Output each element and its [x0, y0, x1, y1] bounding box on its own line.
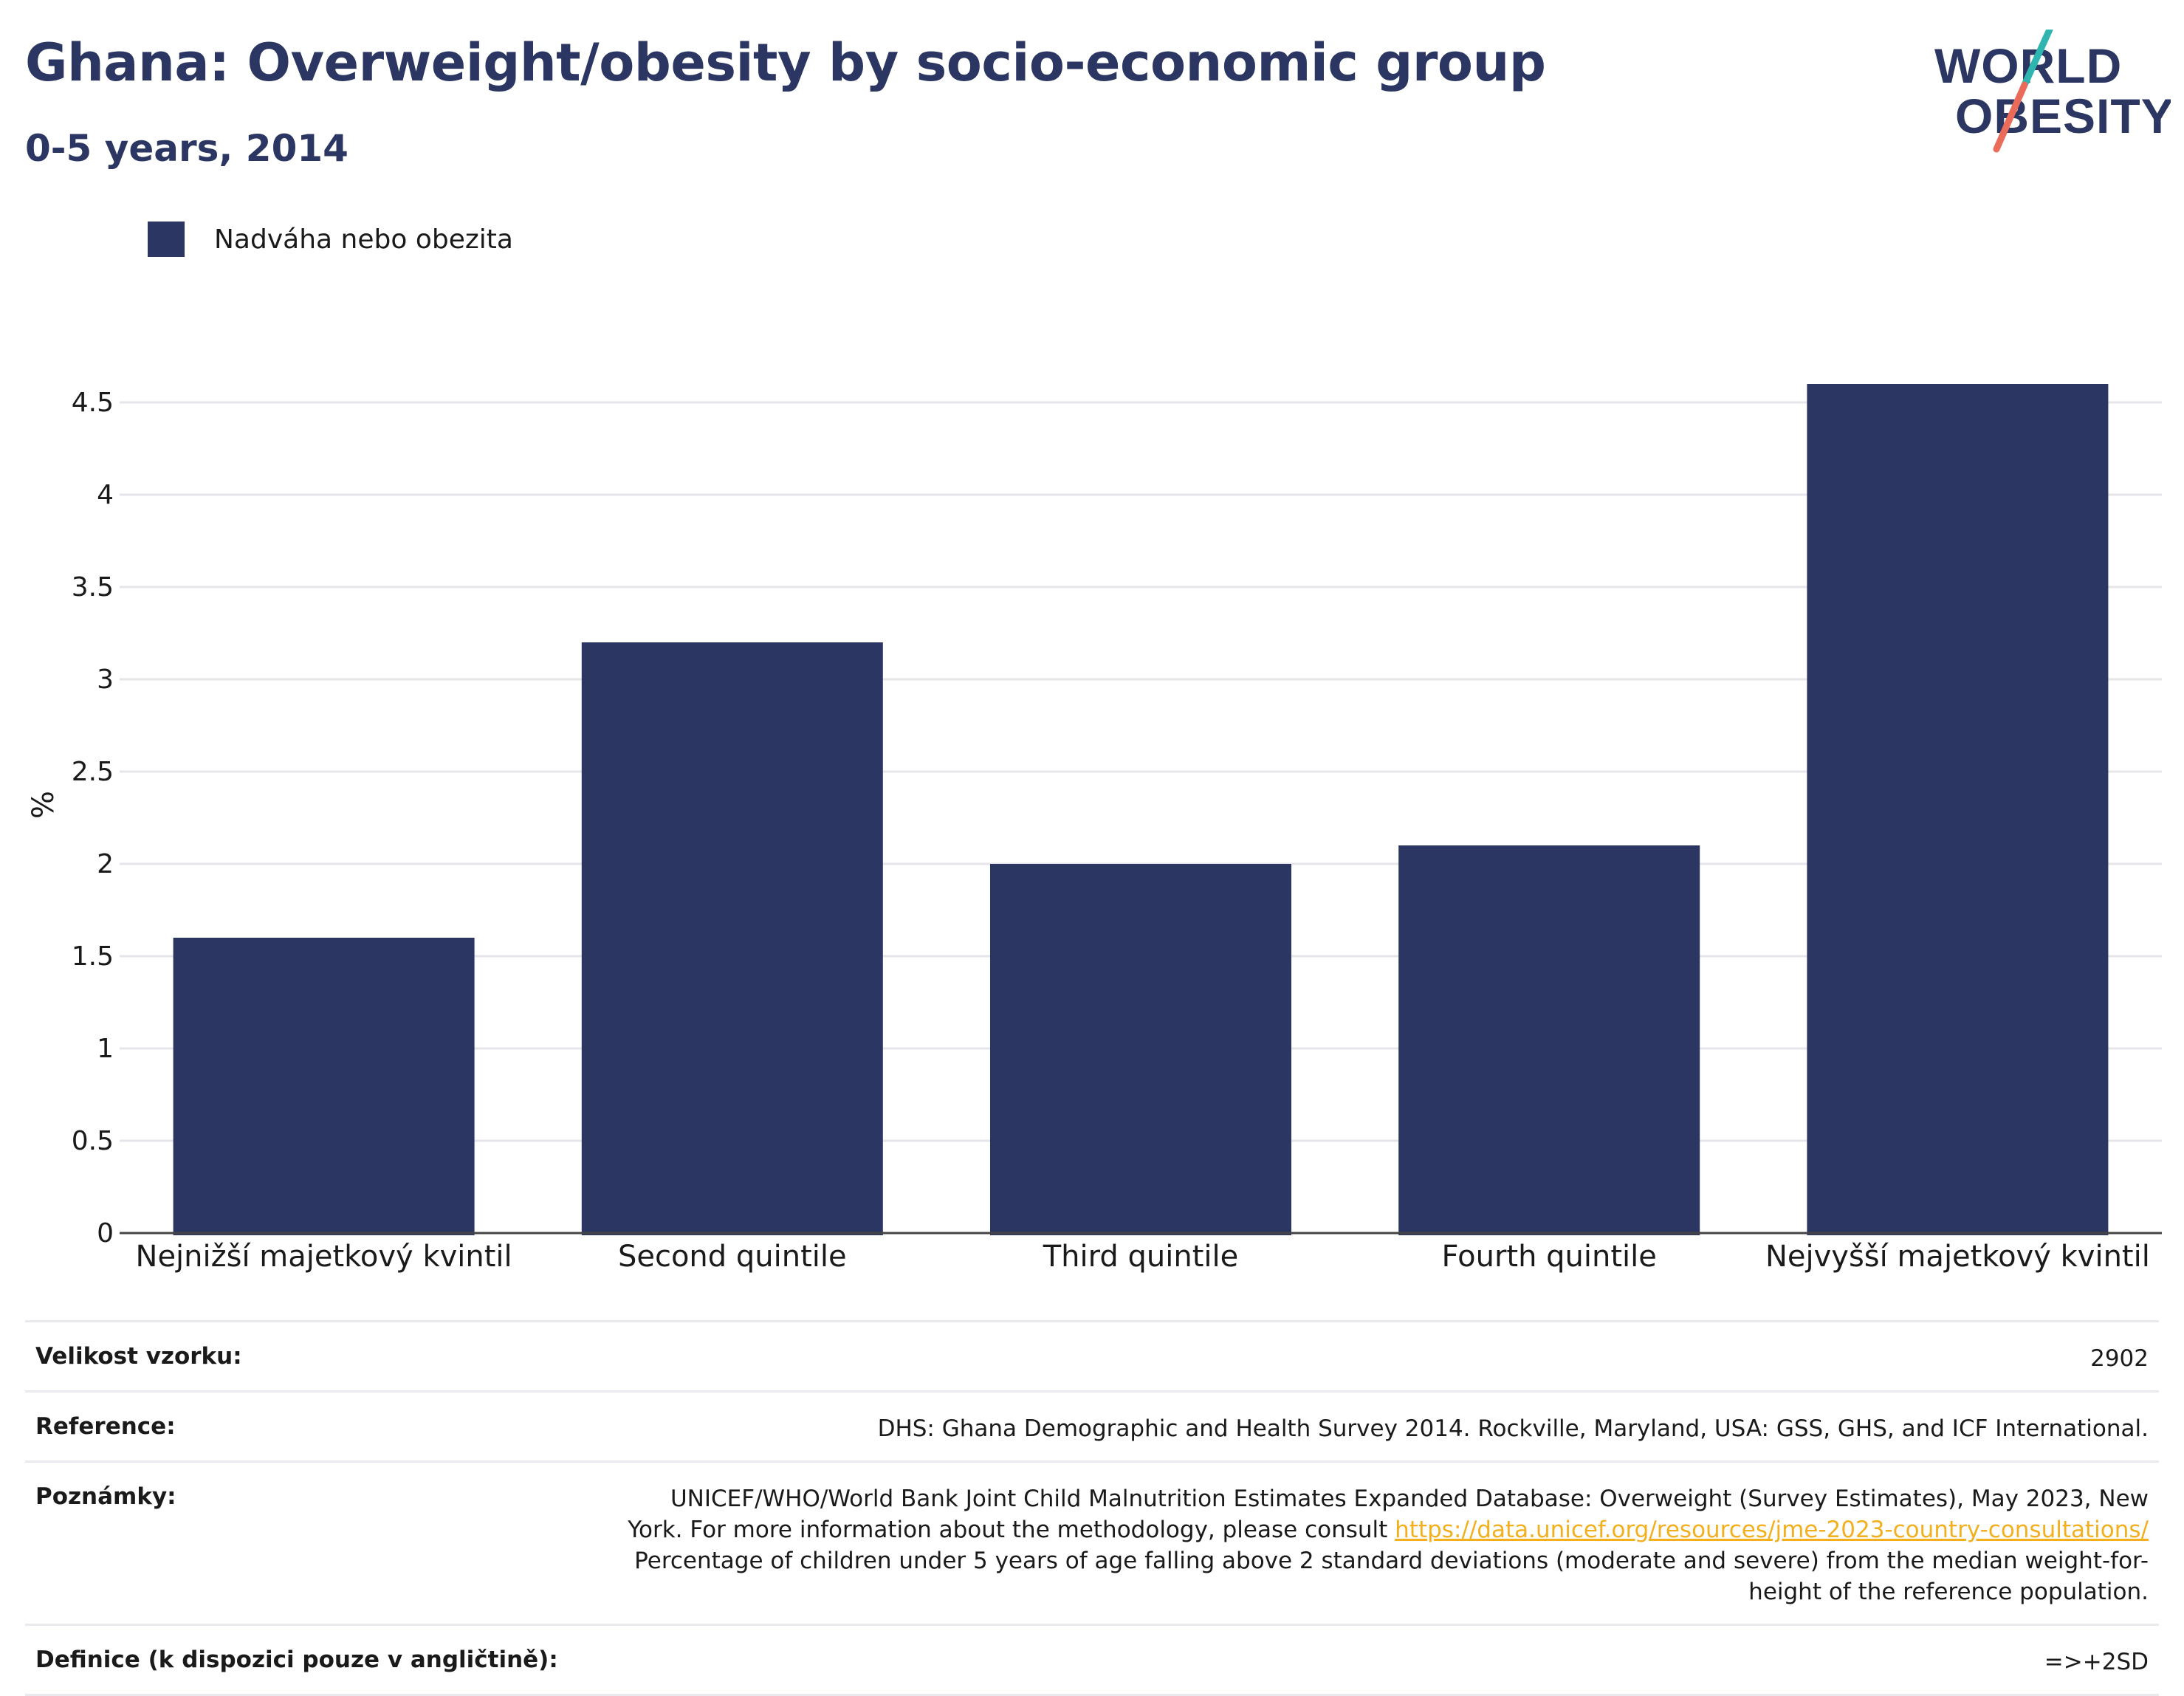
x-tick-label: Nejvyšší majetkový kvintil — [1765, 1240, 2150, 1274]
logo-slash-coral — [1993, 81, 2028, 153]
legend-label: Nadváha nebo obezita — [214, 224, 513, 255]
world-obesity-logo: WORLD OBESITY — [1934, 30, 2171, 153]
meta-row-notes: Poznámky: UNICEF/WHO/World Bank Joint Ch… — [25, 1460, 2159, 1624]
reference-label: Reference: — [35, 1413, 176, 1440]
bar — [173, 938, 475, 1235]
y-tick-label: 3.5 — [72, 572, 114, 602]
meta-row-definition: Definice (k dispozici pouze v angličtině… — [25, 1624, 2159, 1696]
y-tick-label: 4.5 — [72, 388, 114, 418]
logo-line2: OBESITY — [1955, 89, 2171, 143]
y-tick-label: 3 — [97, 665, 114, 695]
x-tick-label: Fourth quintile — [1442, 1240, 1657, 1274]
notes-label: Poznámky: — [35, 1483, 176, 1510]
chart-title: Ghana: Overweight/obesity by socio-econo… — [25, 32, 1546, 93]
bar — [990, 864, 1291, 1235]
x-tick-label: Second quintile — [618, 1240, 847, 1274]
sample-size-label: Velikost vzorku: — [35, 1343, 242, 1370]
definition-label: Definice (k dispozici pouze v angličtině… — [35, 1647, 558, 1673]
y-tick-label: 0.5 — [72, 1126, 114, 1156]
bar-chart: 0 0.5 1 1.5 2 2.5 3 3.5 4 4.5% Nejnižší majetkový … — [27, 384, 2162, 1274]
logo-slash-teal — [2021, 30, 2053, 89]
methodology-link[interactable]: https://data.unicef.org/resources/jme-20… — [1395, 1517, 2149, 1543]
y-axis-label: % — [27, 791, 61, 819]
bar — [581, 642, 883, 1235]
bar — [1398, 845, 1700, 1235]
y-tick-label: 2.5 — [72, 757, 114, 787]
notes-text-2: Percentage of children under 5 years of … — [634, 1548, 2149, 1605]
metadata-table: Velikost vzorku: 2902 Reference: DHS: Gh… — [25, 1320, 2159, 1696]
y-tick-label: 4 — [97, 480, 114, 510]
legend[interactable]: Nadváha nebo obezita — [148, 220, 513, 258]
y-tick-label: 2 — [97, 849, 114, 879]
y-tick-label: 0 — [97, 1218, 114, 1249]
bar — [1807, 384, 2109, 1235]
sample-size-value: 2902 — [2090, 1345, 2149, 1372]
x-tick-label: Third quintile — [1043, 1240, 1238, 1274]
chart-subtitle: 0-5 years, 2014 — [25, 127, 348, 170]
y-tick-label: 1.5 — [72, 941, 114, 972]
reference-value: DHS: Ghana Demographic and Health Survey… — [877, 1415, 2149, 1442]
notes-value: UNICEF/WHO/World Bank Joint Child Malnut… — [613, 1483, 2149, 1607]
legend-swatch — [148, 222, 185, 257]
x-tick-label: Nejnižší majetkový kvintil — [136, 1240, 512, 1274]
meta-row-reference: Reference: DHS: Ghana Demographic and He… — [25, 1390, 2159, 1460]
y-tick-label: 1 — [97, 1034, 114, 1064]
notes-text-1: UNICEF/WHO/World Bank Joint Child Malnut… — [628, 1486, 2149, 1543]
meta-row-sample: Velikost vzorku: 2902 — [25, 1320, 2159, 1390]
definition-value: =>+2SD — [2044, 1649, 2149, 1675]
